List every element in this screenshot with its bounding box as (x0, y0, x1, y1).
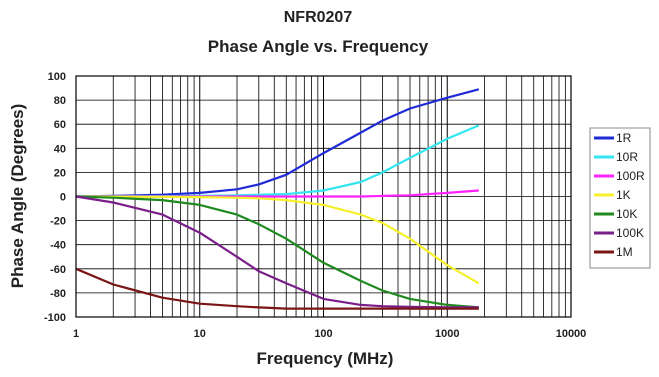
chart-subtitle: Phase Angle vs. Frequency (208, 37, 429, 56)
y-tick-label: -40 (50, 240, 66, 252)
series-line-100k (75, 195, 479, 309)
series-line-10r (76, 124, 480, 198)
legend-label: 10R (616, 150, 638, 164)
y-tick-label: 40 (54, 143, 66, 155)
series-line-10k (75, 195, 479, 309)
chart-title: NFR0207 (284, 9, 353, 26)
plot-frame (75, 75, 572, 318)
legend-label: 10K (616, 207, 637, 221)
y-axis-label: Phase Angle (Degrees) (8, 104, 27, 289)
legend: 1R 10R 100R 1K 10K 100K 1M (589, 127, 651, 269)
legend-label: 100K (616, 226, 644, 240)
y-tick-label: -20 (50, 216, 66, 228)
x-tick-label: 10 (194, 328, 206, 340)
x-tick-label: 1 (73, 328, 79, 340)
y-tick-label: 0 (60, 192, 66, 204)
x-tick-label: 100 (314, 328, 332, 340)
x-tick-label: 10000 (556, 328, 587, 340)
x-tick-labels: 1 10 100 1000 10000 (73, 328, 586, 340)
y-tick-label: 20 (54, 167, 66, 179)
series-line-1m (75, 267, 479, 310)
series-line-1k (75, 195, 480, 285)
legend-label: 1M (616, 245, 633, 259)
x-tick-label: 1000 (435, 328, 459, 340)
y-tick-label: -80 (50, 288, 66, 300)
legend-label: 100R (616, 169, 645, 183)
legend-box (589, 127, 651, 269)
y-tick-label: -60 (50, 264, 66, 276)
legend-label: 1K (616, 188, 631, 202)
series-line-1r (75, 88, 480, 198)
y-tick-label: 80 (54, 95, 66, 107)
y-tick-label: -100 (44, 312, 66, 324)
y-tick-label: 100 (48, 71, 66, 83)
y-tick-labels: 100 80 60 40 20 0 -20 -40 -60 -80 -100 (44, 71, 66, 324)
y-tick-label: 60 (54, 119, 66, 131)
legend-label: 1R (616, 131, 632, 145)
x-axis-label: Frequency (MHz) (257, 349, 394, 368)
series-lines (75, 88, 480, 310)
